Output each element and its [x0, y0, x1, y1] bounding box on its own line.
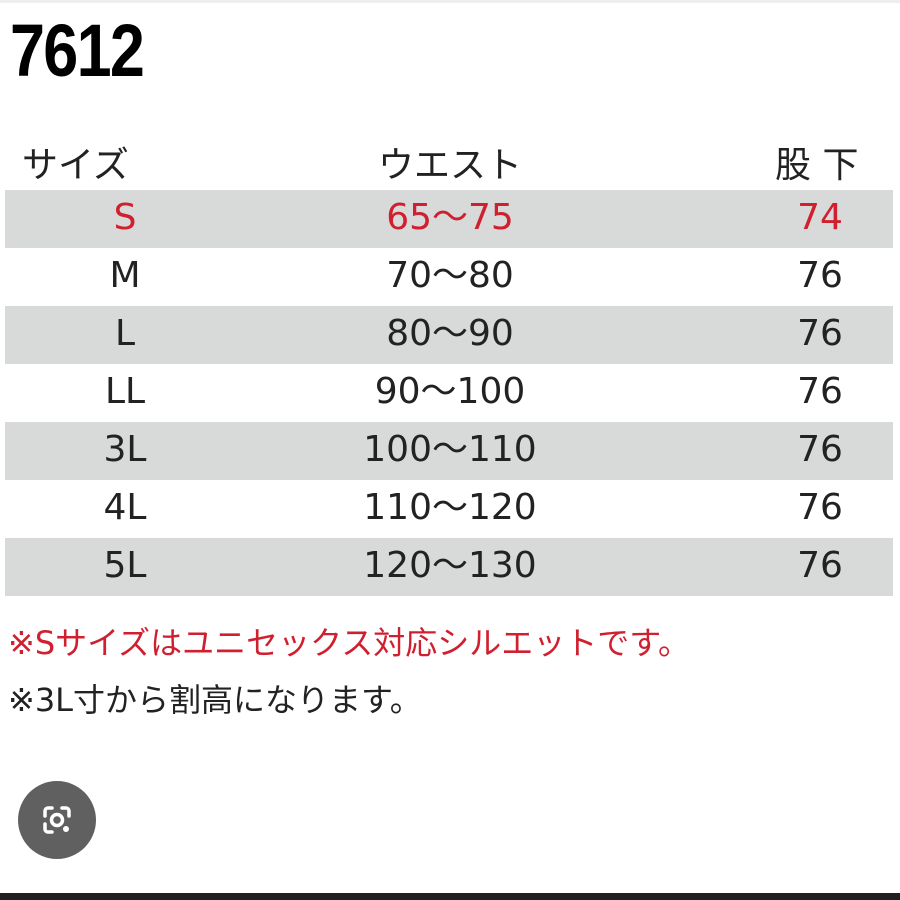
inseam-cell: 76: [797, 429, 843, 470]
bottom-bar: [0, 893, 900, 900]
table-row: M 70〜80 76: [5, 248, 893, 306]
size-cell: L: [114, 313, 136, 354]
waist-cell: 70〜80: [386, 255, 514, 296]
note-unisex: ※Sサイズはユニセックス対応シルエットです。: [8, 624, 691, 662]
table-row: L 80〜90 76: [5, 306, 893, 364]
table-row: 3L 100〜110 76: [5, 422, 893, 480]
header-inseam: 股 下: [775, 145, 859, 186]
table-row: S 65〜75 74: [5, 190, 893, 248]
inseam-cell: 76: [797, 487, 843, 528]
size-cell: S: [113, 197, 137, 238]
table-row: LL 90〜100 76: [5, 364, 893, 422]
inseam-cell: 76: [797, 313, 843, 354]
inseam-cell: 76: [797, 545, 843, 586]
google-lens-icon: [43, 806, 71, 834]
inseam-cell: 76: [797, 255, 843, 296]
waist-cell: 65〜75: [386, 197, 514, 238]
size-cell: 4L: [103, 487, 147, 528]
waist-cell: 120〜130: [363, 545, 537, 586]
top-divider: [0, 0, 900, 3]
inseam-cell: 76: [797, 371, 843, 412]
note-surcharge: ※3L寸から割高になります。: [8, 681, 422, 719]
inseam-cell: 74: [797, 197, 843, 238]
size-cell: 5L: [103, 545, 147, 586]
google-lens-button[interactable]: [18, 781, 96, 859]
table-row: 4L 110〜120 76: [5, 480, 893, 538]
header-waist: ウエスト: [378, 145, 523, 186]
waist-cell: 80〜90: [386, 313, 514, 354]
product-number: 7612: [10, 9, 145, 92]
size-cell: 3L: [103, 429, 147, 470]
size-cell: LL: [104, 371, 146, 412]
waist-cell: 100〜110: [363, 429, 537, 470]
table-row: 5L 120〜130 76: [5, 538, 893, 596]
waist-cell: 90〜100: [374, 371, 526, 412]
waist-cell: 110〜120: [363, 487, 537, 528]
size-cell: M: [109, 255, 141, 296]
header-size: サイズ: [22, 145, 129, 186]
